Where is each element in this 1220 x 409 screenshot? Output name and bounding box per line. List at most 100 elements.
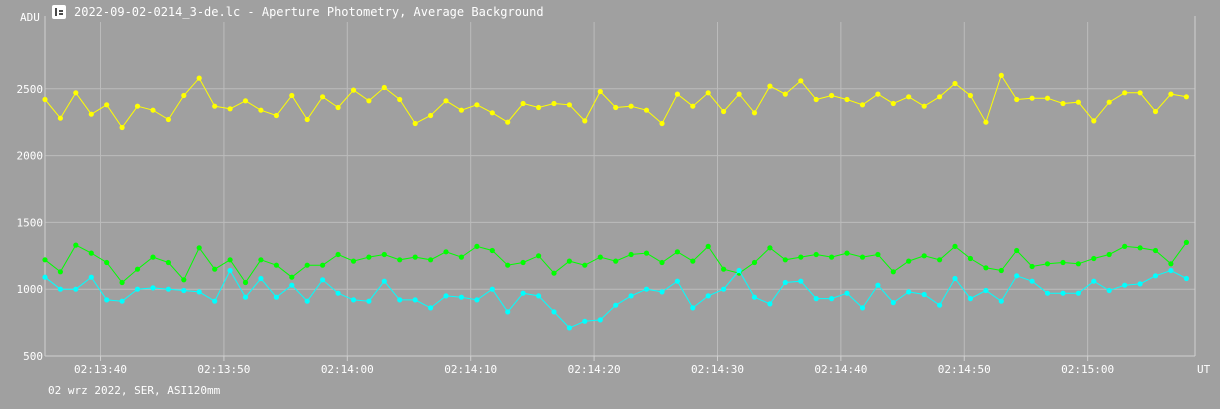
- data-point: [674, 278, 681, 284]
- data-point: [1014, 273, 1020, 279]
- window-title-bar: 2022-09-02-0214_3-de.lc - Aperture Photo…: [52, 3, 544, 21]
- data-point: [705, 293, 711, 299]
- y-tick-label: 2000: [17, 150, 44, 163]
- data-point: [1075, 290, 1081, 296]
- data-point: [428, 305, 434, 311]
- x-tick-label: 02:14:50: [938, 363, 991, 376]
- data-point: [1014, 247, 1020, 254]
- data-point: [875, 251, 881, 258]
- data-point: [304, 262, 310, 268]
- data-point: [613, 258, 619, 264]
- data-point: [366, 98, 372, 104]
- x-tick-label: 02:14:30: [691, 363, 744, 376]
- data-point: [890, 100, 896, 107]
- data-point: [536, 104, 542, 111]
- chart-grid: [45, 22, 1195, 356]
- data-point: [119, 279, 125, 286]
- data-point: [196, 245, 202, 251]
- data-point: [458, 107, 464, 113]
- data-point: [520, 259, 526, 266]
- data-point: [967, 92, 974, 99]
- data-point: [798, 254, 804, 260]
- x-tick-label: 02:13:50: [197, 363, 250, 376]
- data-point: [721, 266, 727, 272]
- data-point: [320, 277, 326, 283]
- data-point: [813, 96, 819, 103]
- data-point: [721, 108, 727, 115]
- data-point: [813, 251, 819, 258]
- data-point: [952, 243, 958, 249]
- x-tick-label: 02:13:40: [74, 363, 127, 376]
- data-point: [798, 278, 804, 284]
- data-point: [165, 259, 171, 266]
- data-point: [258, 107, 264, 113]
- data-point: [335, 251, 341, 258]
- data-point: [1029, 263, 1035, 270]
- data-point: [181, 287, 187, 294]
- data-point: [165, 286, 171, 292]
- data-point: [736, 267, 742, 274]
- data-point: [767, 301, 773, 307]
- data-point: [829, 254, 835, 260]
- y-tick-label: 1500: [17, 216, 44, 229]
- data-point: [1183, 94, 1189, 100]
- data-point: [273, 112, 279, 119]
- data-point: [242, 98, 249, 104]
- data-point: [181, 277, 187, 283]
- data-point: [998, 298, 1004, 304]
- data-point: [474, 102, 480, 108]
- data-point: [597, 88, 603, 95]
- window-title: 2022-09-02-0214_3-de.lc - Aperture Photo…: [74, 5, 544, 19]
- data-point: [1122, 243, 1128, 249]
- data-point: [690, 305, 696, 311]
- data-point: [366, 254, 372, 260]
- data-point: [967, 255, 974, 262]
- data-point: [57, 115, 64, 121]
- data-point: [88, 250, 94, 256]
- data-point: [381, 278, 387, 284]
- data-point: [597, 254, 603, 260]
- data-point: [751, 294, 758, 300]
- data-point: [1091, 278, 1097, 284]
- data-point: [119, 124, 125, 131]
- data-point: [705, 243, 711, 249]
- x-tick-label: 02:15:00: [1061, 363, 1114, 376]
- data-point: [906, 289, 912, 295]
- x-tick-label: 02:14:00: [321, 363, 374, 376]
- chart-axes: [44, 16, 1196, 361]
- data-point: [906, 258, 912, 264]
- data-point: [782, 257, 788, 263]
- data-point: [474, 243, 480, 249]
- data-point: [1168, 267, 1174, 274]
- data-point: [412, 120, 418, 127]
- data-point: [227, 106, 233, 112]
- data-point: [458, 254, 464, 260]
- data-point: [520, 100, 526, 107]
- data-point: [829, 296, 835, 302]
- data-point: [397, 297, 403, 303]
- y-tick-label: 2500: [17, 83, 44, 96]
- y-tick-label: 1000: [17, 283, 44, 296]
- data-point: [998, 72, 1004, 78]
- data-point: [273, 294, 279, 300]
- data-point: [227, 257, 233, 263]
- data-point: [304, 116, 310, 123]
- data-point: [937, 94, 943, 100]
- data-point: [1060, 259, 1066, 266]
- data-point: [890, 300, 896, 306]
- data-point: [983, 265, 989, 271]
- data-point: [366, 298, 372, 304]
- data-point: [767, 83, 773, 89]
- data-point: [566, 325, 573, 331]
- chart-labels: 500 1000 1500 2000 2500 02:13:40 02:13:50 02:14…: [17, 11, 1211, 376]
- data-point: [890, 269, 896, 275]
- data-point: [289, 92, 295, 99]
- data-point: [505, 309, 511, 315]
- chart-series: [42, 72, 1189, 331]
- data-point: [721, 286, 727, 292]
- data-point: [1044, 261, 1051, 267]
- x-axis-label: UT: [1197, 363, 1211, 376]
- data-point: [57, 269, 64, 275]
- data-point: [566, 102, 573, 108]
- lightcurve-icon[interactable]: [52, 5, 66, 19]
